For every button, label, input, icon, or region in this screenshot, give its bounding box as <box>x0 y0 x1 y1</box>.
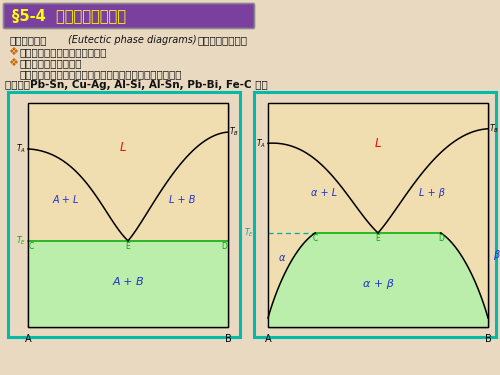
Text: A + B: A + B <box>112 277 144 287</box>
Text: D: D <box>221 242 227 251</box>
Text: 有两种基本形式：: 有两种基本形式： <box>198 35 248 45</box>
FancyBboxPatch shape <box>4 3 254 28</box>
Text: $T_E$: $T_E$ <box>244 226 254 239</box>
Text: L + B: L + B <box>169 195 195 206</box>
Text: 合金系有Pb-Sn, Cu-Ag, Al-Si, Al-Sn, Pb-Bi, Fe-C 等。: 合金系有Pb-Sn, Cu-Ag, Al-Si, Al-Sn, Pb-Bi, F… <box>5 80 268 90</box>
Polygon shape <box>28 103 228 241</box>
Text: C: C <box>29 242 34 251</box>
Text: α: α <box>279 252 285 262</box>
Polygon shape <box>268 103 488 233</box>
Bar <box>28 103 228 327</box>
Text: $T_B$: $T_B$ <box>489 123 499 135</box>
Text: B: B <box>484 334 492 344</box>
Polygon shape <box>28 149 128 241</box>
FancyBboxPatch shape <box>254 92 496 337</box>
Text: (Eutectic phase diagrams): (Eutectic phase diagrams) <box>68 35 196 45</box>
Text: §5-4  二元共晶合金相图: §5-4 二元共晶合金相图 <box>12 9 126 24</box>
Text: C: C <box>312 234 318 243</box>
Text: ❖: ❖ <box>8 47 18 57</box>
Text: $T_A$: $T_A$ <box>256 137 266 150</box>
Text: α + β: α + β <box>362 279 394 290</box>
Text: 后一种形式是常见的共晶相图。金属材料中具有共晶相图的: 后一种形式是常见的共晶相图。金属材料中具有共晶相图的 <box>20 69 182 79</box>
Text: $T_A$: $T_A$ <box>16 142 26 155</box>
Text: A + L: A + L <box>53 195 79 206</box>
Polygon shape <box>378 129 488 318</box>
Text: D: D <box>438 234 444 243</box>
Text: $T_B$: $T_B$ <box>229 126 239 138</box>
Text: L + β: L + β <box>419 188 445 198</box>
Text: E: E <box>126 242 130 251</box>
Text: A: A <box>264 334 272 344</box>
Polygon shape <box>268 233 488 327</box>
Text: 在固态时二组元完全不相互溢解: 在固态时二组元完全不相互溢解 <box>20 47 108 57</box>
FancyBboxPatch shape <box>8 92 240 337</box>
Bar <box>268 103 488 327</box>
Polygon shape <box>128 132 228 241</box>
Text: α + L: α + L <box>311 188 337 198</box>
Text: A: A <box>24 334 32 344</box>
Text: 二元共晶相图: 二元共晶相图 <box>10 35 48 45</box>
Polygon shape <box>268 143 378 318</box>
Text: β: β <box>493 251 499 260</box>
Bar <box>28 103 228 327</box>
Text: ❖: ❖ <box>8 58 18 68</box>
Text: L: L <box>120 141 126 154</box>
Text: 在固态二组元有限溢解: 在固态二组元有限溢解 <box>20 58 82 68</box>
Bar <box>268 103 488 327</box>
Polygon shape <box>28 241 228 327</box>
Text: L: L <box>375 137 382 150</box>
Text: $T_E$: $T_E$ <box>16 234 26 247</box>
Text: E: E <box>376 234 380 243</box>
Text: B: B <box>224 334 232 344</box>
